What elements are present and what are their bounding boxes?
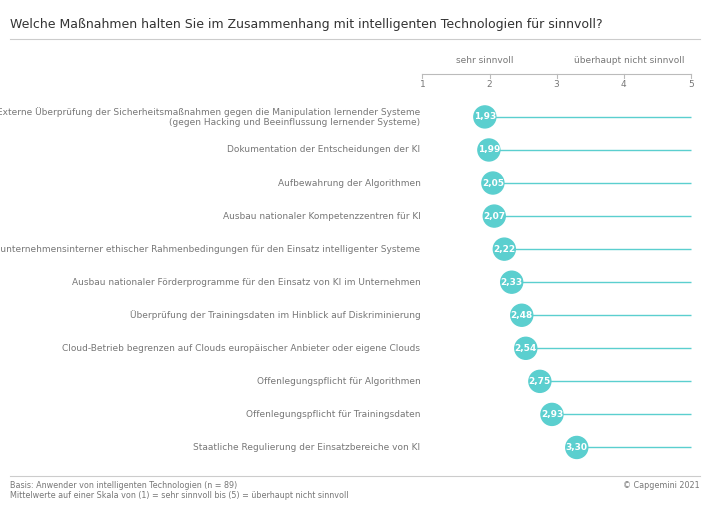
Ellipse shape (529, 370, 551, 393)
Ellipse shape (566, 436, 588, 459)
Ellipse shape (541, 404, 563, 425)
Text: Überprüfung der Trainingsdaten im Hinblick auf Diskriminierung: Überprüfung der Trainingsdaten im Hinbli… (130, 310, 420, 320)
Text: 5: 5 (688, 80, 694, 88)
Text: 3,30: 3,30 (566, 443, 588, 452)
Text: Dokumentation der Entscheidungen der KI: Dokumentation der Entscheidungen der KI (227, 146, 420, 154)
Text: Offenlegungspflicht für Algorithmen: Offenlegungspflicht für Algorithmen (257, 377, 420, 386)
Text: 1,99: 1,99 (478, 146, 500, 154)
Text: 2,07: 2,07 (484, 212, 506, 220)
Ellipse shape (510, 304, 532, 326)
Text: Ausbau nationaler Förderprogramme für den Einsatz von KI im Unternehmen: Ausbau nationaler Förderprogramme für de… (72, 278, 420, 287)
Ellipse shape (501, 271, 523, 293)
Ellipse shape (474, 106, 496, 128)
Text: 4: 4 (621, 80, 626, 88)
Text: © Capgemini 2021: © Capgemini 2021 (623, 481, 700, 490)
Text: 3: 3 (554, 80, 559, 88)
Text: 2,75: 2,75 (529, 377, 551, 386)
Text: Aufbewahrung der Algorithmen: Aufbewahrung der Algorithmen (278, 178, 420, 188)
Ellipse shape (482, 172, 504, 194)
Text: Externe Überprüfung der Sicherheitsmaßnahmen gegen die Manipulation lernender Sy: Externe Überprüfung der Sicherheitsmaßna… (0, 107, 420, 127)
Text: überhaupt nicht sinnvoll: überhaupt nicht sinnvoll (574, 56, 684, 65)
Ellipse shape (493, 238, 515, 260)
Text: sehr sinnvoll: sehr sinnvoll (456, 56, 513, 65)
Text: 2,48: 2,48 (510, 311, 533, 320)
Text: 2,22: 2,22 (493, 244, 515, 254)
Text: 2,05: 2,05 (482, 178, 504, 188)
Text: Offenlegungspflicht für Trainingsdaten: Offenlegungspflicht für Trainingsdaten (246, 410, 420, 419)
Text: Basis: Anwender von intelligenten Technologien (n = 89): Basis: Anwender von intelligenten Techno… (10, 481, 237, 490)
Text: Welche Maßnahmen halten Sie im Zusammenhang mit intelligenten Technologien für s: Welche Maßnahmen halten Sie im Zusammenh… (10, 18, 603, 31)
Text: 2,93: 2,93 (541, 410, 563, 419)
Text: Mittelwerte auf einer Skala von (1) = sehr sinnvoll bis (5) = überhaupt nicht si: Mittelwerte auf einer Skala von (1) = se… (10, 491, 349, 500)
Ellipse shape (515, 337, 537, 359)
Text: 1: 1 (420, 80, 425, 88)
Ellipse shape (478, 139, 500, 161)
Text: 2,33: 2,33 (501, 278, 523, 287)
Ellipse shape (484, 205, 506, 227)
Text: Ausbau nationaler Kompetenzzentren für KI: Ausbau nationaler Kompetenzzentren für K… (222, 212, 420, 220)
Text: Erarbeitung unternehmensinterner ethischer Rahmenbedingungen für den Einsatz int: Erarbeitung unternehmensinterner ethisch… (0, 244, 420, 254)
Text: 2,54: 2,54 (515, 344, 537, 353)
Text: 1,93: 1,93 (474, 112, 496, 121)
Text: 2: 2 (487, 80, 492, 88)
Text: Staatliche Regulierung der Einsatzbereiche von KI: Staatliche Regulierung der Einsatzbereic… (193, 443, 420, 452)
Text: Cloud-Betrieb begrenzen auf Clouds europäischer Anbieter oder eigene Clouds: Cloud-Betrieb begrenzen auf Clouds europ… (62, 344, 420, 353)
